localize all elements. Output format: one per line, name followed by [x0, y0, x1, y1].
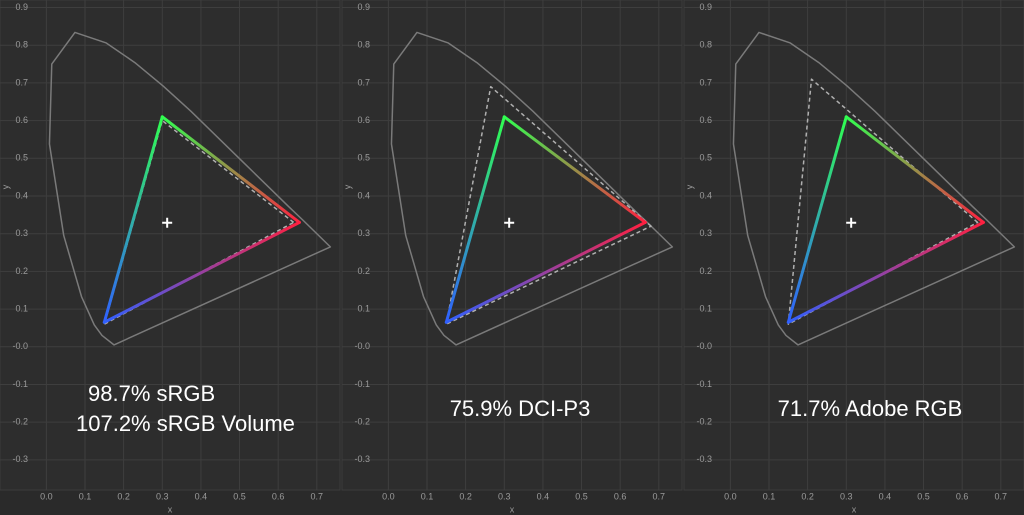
annotation: 75.9% DCI-P3 — [450, 396, 591, 421]
gamut-edge — [786, 220, 985, 324]
y-tick-label: -0.3 — [354, 454, 370, 464]
x-axis-label: x — [852, 504, 857, 514]
x-tick-label: 0.0 — [40, 491, 53, 501]
y-axis-label: y — [342, 184, 352, 189]
y-tick-label: 0.3 — [15, 228, 28, 238]
x-tick-label: 0.1 — [763, 491, 776, 501]
y-tick-label: 0.4 — [15, 190, 28, 200]
x-tick-label: 0.5 — [233, 491, 246, 501]
x-tick-label: 0.3 — [156, 491, 169, 501]
y-tick-label: -0.2 — [354, 417, 370, 427]
y-tick-label: 0.5 — [699, 153, 712, 163]
y-tick-label: -0.1 — [354, 379, 370, 389]
y-tick-label: -0.2 — [12, 417, 28, 427]
gamut-edge — [502, 115, 647, 224]
x-tick-label: 0.2 — [801, 491, 814, 501]
x-tick-label: 0.6 — [956, 491, 969, 501]
x-tick-label: 0.7 — [653, 491, 666, 501]
y-tick-label: 0.1 — [15, 303, 28, 313]
gamut-edge — [844, 115, 985, 224]
x-tick-label: 0.5 — [575, 491, 588, 501]
gamut-edge — [102, 115, 164, 324]
y-axis-label: y — [0, 184, 10, 189]
y-tick-label: 0.6 — [699, 115, 712, 125]
y-axis-label: y — [684, 184, 694, 189]
gamut-edge — [444, 220, 647, 324]
spectral-locus — [732, 31, 1016, 346]
y-tick-label: 0.9 — [357, 2, 370, 12]
x-tick-label: 0.4 — [537, 491, 550, 501]
white-point — [846, 217, 857, 228]
y-tick-label: 0.1 — [357, 303, 370, 313]
annotation: 71.7% Adobe RGB — [778, 396, 963, 421]
y-tick-label: 0.5 — [15, 153, 28, 163]
reference-gamut — [445, 85, 652, 325]
x-tick-label: 0.6 — [614, 491, 627, 501]
y-tick-label: -0.0 — [12, 341, 28, 351]
y-tick-label: 0.6 — [15, 115, 28, 125]
y-tick-label: 0.8 — [357, 40, 370, 50]
x-tick-label: 0.7 — [995, 491, 1008, 501]
x-tick-label: 0.6 — [272, 491, 285, 501]
x-axis-label: x — [510, 504, 515, 514]
y-tick-label: 0.1 — [699, 303, 712, 313]
y-tick-label: 0.3 — [357, 228, 370, 238]
x-tick-label: 0.0 — [382, 491, 395, 501]
y-tick-label: -0.0 — [696, 341, 712, 351]
y-tick-label: 0.3 — [699, 228, 712, 238]
y-tick-label: -0.0 — [354, 341, 370, 351]
y-tick-label: 0.5 — [357, 153, 370, 163]
x-tick-label: 0.3 — [498, 491, 511, 501]
white-point — [162, 217, 173, 228]
y-tick-label: 0.7 — [357, 77, 370, 87]
y-tick-label: 0.4 — [357, 190, 370, 200]
y-tick-label: 0.2 — [15, 266, 28, 276]
y-tick-label: -0.1 — [696, 379, 712, 389]
panel — [341, 0, 683, 491]
panel — [0, 0, 341, 491]
x-tick-label: 0.1 — [79, 491, 92, 501]
x-tick-label: 0.5 — [917, 491, 930, 501]
y-tick-label: -0.3 — [12, 454, 28, 464]
x-tick-label: 0.3 — [840, 491, 853, 501]
gamut-edge — [102, 220, 301, 324]
spectral-locus — [390, 31, 674, 346]
y-tick-label: 0.9 — [699, 2, 712, 12]
y-tick-label: 0.6 — [357, 115, 370, 125]
white-point — [504, 217, 515, 228]
y-tick-label: 0.7 — [699, 77, 712, 87]
x-tick-label: 0.2 — [117, 491, 130, 501]
y-tick-label: 0.7 — [15, 77, 28, 87]
x-tick-label: 0.4 — [879, 491, 892, 501]
x-axis-label: x — [168, 504, 173, 514]
y-tick-label: 0.8 — [15, 40, 28, 50]
y-tick-label: 0.2 — [699, 266, 712, 276]
panel — [683, 0, 1024, 491]
gamut-edge — [786, 115, 848, 324]
annotation: 107.2% sRGB Volume — [76, 411, 295, 436]
y-tick-label: 0.2 — [357, 266, 370, 276]
y-tick-label: -0.2 — [696, 417, 712, 427]
y-tick-label: 0.4 — [699, 190, 712, 200]
x-tick-label: 0.0 — [724, 491, 737, 501]
y-tick-label: -0.3 — [696, 454, 712, 464]
y-tick-label: 0.9 — [15, 2, 28, 12]
y-tick-label: -0.1 — [12, 379, 28, 389]
annotation: 98.7% sRGB — [88, 381, 215, 406]
y-tick-label: 0.8 — [699, 40, 712, 50]
spectral-locus — [48, 31, 332, 346]
gamut-edge — [444, 115, 506, 324]
x-tick-label: 0.2 — [459, 491, 472, 501]
x-tick-label: 0.7 — [311, 491, 324, 501]
x-tick-label: 0.4 — [195, 491, 208, 501]
gamut-edge — [160, 115, 301, 224]
x-tick-label: 0.1 — [421, 491, 434, 501]
